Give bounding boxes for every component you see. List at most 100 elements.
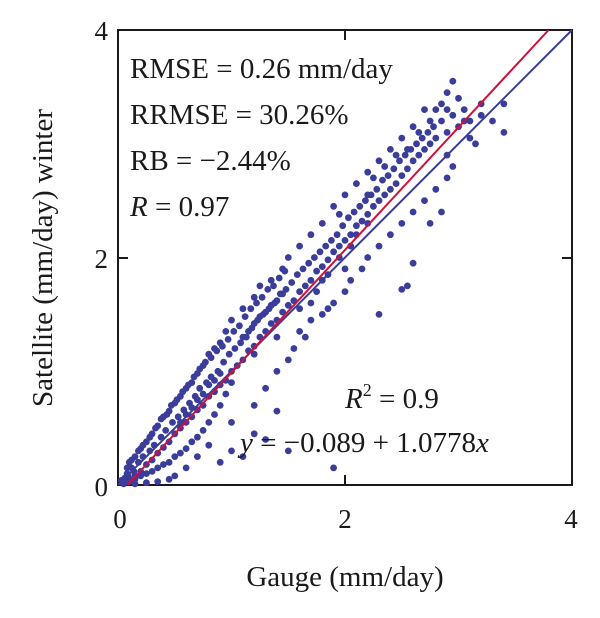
data-point — [284, 356, 292, 364]
data-point — [207, 354, 215, 361]
r-value: = 0.97 — [148, 191, 230, 223]
data-point — [163, 411, 171, 418]
data-point — [237, 339, 245, 347]
data-point — [415, 129, 423, 136]
data-point — [236, 322, 243, 330]
data-point — [370, 174, 377, 182]
data-point — [167, 402, 175, 409]
data-point — [409, 208, 417, 216]
data-point — [301, 333, 309, 341]
data-point — [205, 381, 213, 389]
data-point — [364, 254, 372, 261]
data-point — [143, 470, 150, 477]
data-point — [307, 316, 315, 324]
data-point — [375, 157, 383, 165]
data-point — [220, 358, 228, 366]
data-point — [162, 427, 170, 434]
data-point — [160, 461, 167, 468]
data-point — [421, 197, 428, 205]
data-point — [202, 358, 209, 366]
data-point — [247, 305, 255, 313]
data-point — [328, 237, 335, 244]
data-point — [190, 373, 198, 381]
data-point — [307, 299, 315, 307]
data-point — [211, 377, 218, 384]
data-point — [196, 365, 204, 373]
data-point — [398, 286, 406, 293]
data-point — [438, 100, 445, 108]
data-point — [165, 475, 173, 483]
data-point — [409, 157, 417, 165]
data-point — [305, 259, 313, 267]
r-text: R = 0.97 — [129, 191, 229, 223]
data-point — [179, 388, 187, 396]
data-point — [384, 172, 392, 180]
data-point — [341, 237, 349, 244]
data-point — [449, 163, 457, 170]
data-point — [296, 242, 303, 250]
data-point — [135, 447, 142, 455]
data-point — [449, 111, 457, 119]
data-point — [313, 267, 320, 275]
data-point — [341, 265, 349, 273]
x-tick-label-4: 4 — [564, 504, 578, 534]
data-point — [375, 197, 383, 205]
data-point — [284, 447, 292, 455]
data-point — [239, 305, 247, 313]
data-point — [350, 208, 358, 216]
data-point — [177, 449, 184, 457]
data-point — [322, 242, 330, 250]
data-point — [375, 242, 383, 250]
data-point — [443, 89, 451, 96]
data-point — [335, 242, 343, 250]
data-point — [438, 208, 445, 216]
data-point — [413, 140, 420, 148]
data-point — [364, 168, 372, 176]
data-point — [426, 140, 434, 148]
data-point — [379, 176, 386, 184]
data-point — [205, 419, 213, 426]
eq-y: y — [237, 427, 253, 459]
data-point — [387, 231, 394, 239]
regression-line — [126, 29, 550, 486]
data-point — [194, 453, 201, 460]
x-tick-labels: 0 2 4 — [113, 504, 578, 534]
data-point — [466, 134, 474, 142]
data-point — [347, 231, 355, 239]
data-point — [216, 402, 224, 409]
data-point — [241, 313, 249, 320]
data-point — [250, 350, 258, 358]
data-point — [455, 94, 462, 102]
data-point — [421, 146, 428, 153]
data-point — [318, 220, 326, 227]
data-point — [301, 282, 309, 290]
data-point — [415, 151, 423, 159]
data-point — [409, 259, 417, 267]
data-point — [335, 210, 343, 218]
data-point — [211, 411, 218, 418]
data-point — [373, 185, 381, 193]
data-point — [194, 433, 201, 441]
data-point — [281, 267, 289, 275]
data-point — [392, 151, 400, 159]
data-point — [148, 468, 156, 475]
data-point — [267, 320, 275, 327]
data-point — [432, 106, 440, 113]
data-point — [262, 384, 269, 392]
data-point — [370, 202, 377, 210]
x-tick-label-2: 2 — [338, 504, 352, 534]
data-point — [143, 479, 150, 487]
data-point — [154, 478, 162, 485]
data-point — [171, 453, 179, 460]
data-point — [165, 458, 173, 466]
data-point — [387, 146, 394, 153]
data-point — [273, 333, 281, 341]
data-point — [432, 185, 440, 193]
data-point — [341, 288, 349, 295]
data-point — [288, 279, 296, 286]
data-point — [398, 220, 406, 227]
data-point — [182, 445, 190, 452]
data-point — [273, 367, 281, 375]
data-point — [316, 248, 324, 256]
